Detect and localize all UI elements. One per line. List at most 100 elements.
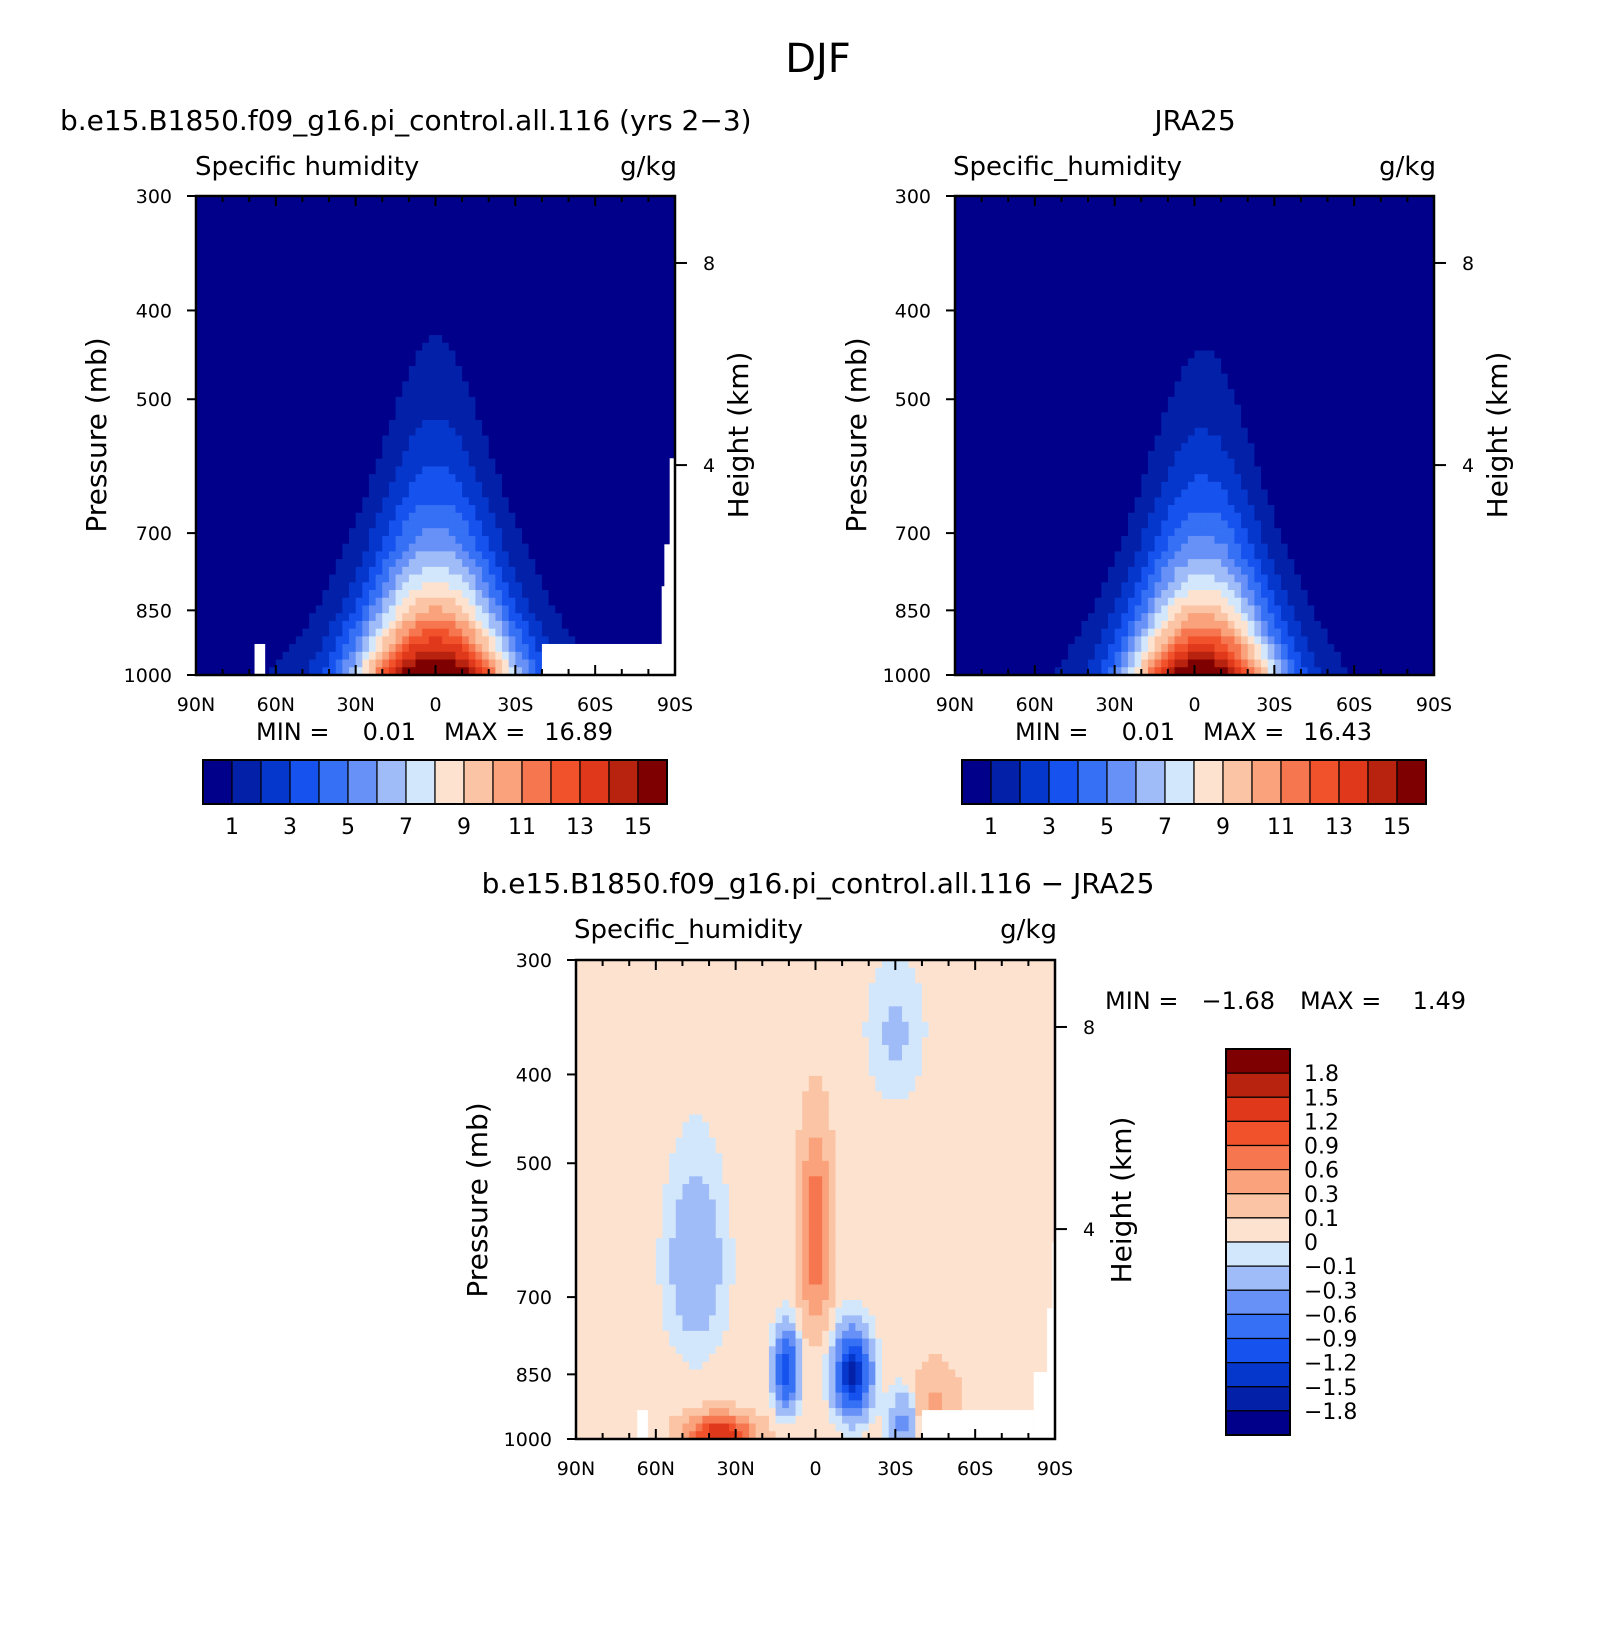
contour-cell xyxy=(295,211,304,220)
contour-cell xyxy=(595,636,603,645)
contour-cell xyxy=(355,559,363,568)
contour-cell xyxy=(541,535,550,545)
contour-cell xyxy=(395,605,403,614)
contour-cell xyxy=(601,280,610,290)
contour-cell xyxy=(262,242,270,251)
contour-cell xyxy=(621,396,630,406)
contour-cell xyxy=(269,304,277,313)
contour-cell xyxy=(282,613,290,622)
contour-cell xyxy=(1028,211,1036,220)
contour-cell xyxy=(641,250,649,259)
contour-cell xyxy=(382,620,390,630)
contour-cell xyxy=(428,590,437,599)
contour-cell xyxy=(222,196,230,205)
contour-cell xyxy=(322,636,330,645)
contour-cell xyxy=(608,512,616,522)
contour-cell xyxy=(388,489,397,498)
contour-cell xyxy=(661,535,669,545)
contour-cell xyxy=(415,242,423,251)
contour-cell xyxy=(482,203,490,213)
contour-cell xyxy=(555,597,563,607)
contour-cell xyxy=(442,458,450,468)
contour-cell xyxy=(428,296,437,305)
contour-cell xyxy=(235,597,244,607)
contour-cell xyxy=(555,196,563,205)
contour-cell xyxy=(608,373,616,383)
contour-cell xyxy=(402,450,410,460)
contour-cell xyxy=(329,288,337,298)
contour-cell xyxy=(1320,234,1329,243)
contour-cell xyxy=(581,528,590,537)
contour-cell xyxy=(202,265,210,274)
contour-cell xyxy=(528,265,536,274)
contour-cell xyxy=(502,582,510,591)
contour-cell xyxy=(1367,211,1375,220)
contour-cell xyxy=(1221,203,1229,213)
contour-cell xyxy=(355,250,363,259)
contour-cell xyxy=(202,226,210,236)
contour-cell xyxy=(508,389,516,398)
contour-cell xyxy=(402,435,410,444)
contour-cell xyxy=(482,497,490,506)
contour-cell xyxy=(395,466,403,475)
contour-cell xyxy=(1187,234,1196,243)
contour-cell xyxy=(375,250,383,259)
contour-cell xyxy=(289,273,297,282)
contour-cell xyxy=(521,520,530,529)
contour-cell xyxy=(488,559,496,568)
contour-cell xyxy=(275,644,284,653)
contour-cell xyxy=(315,489,323,498)
contour-cell xyxy=(455,651,463,661)
contour-cell xyxy=(455,304,463,313)
contour-cell xyxy=(395,651,403,661)
contour-cell xyxy=(515,497,523,506)
contour-cell xyxy=(368,543,377,552)
contour-cell xyxy=(588,365,596,375)
contour-cell xyxy=(255,458,264,468)
contour-cell xyxy=(515,566,523,576)
contour-cell xyxy=(235,311,244,321)
contour-cell xyxy=(235,450,244,460)
contour-cell xyxy=(635,304,643,313)
contour-cell xyxy=(528,605,536,614)
contour-cell xyxy=(408,435,417,444)
contour-cell xyxy=(1294,211,1302,220)
contour-cell xyxy=(349,226,357,236)
contour-cell xyxy=(468,257,477,267)
contour-cell xyxy=(302,319,310,328)
contour-cell xyxy=(635,636,643,645)
contour-cell xyxy=(581,574,590,583)
contour-cell xyxy=(488,396,496,406)
contour-cell xyxy=(648,620,656,630)
contour-cell xyxy=(1427,226,1435,236)
contour-cell xyxy=(422,489,430,498)
contour-cell xyxy=(482,512,490,522)
contour-cell xyxy=(515,559,523,568)
contour-cell xyxy=(388,335,397,344)
contour-cell xyxy=(209,505,217,514)
contour-cell xyxy=(295,651,304,661)
contour-cell xyxy=(289,404,297,413)
contour-cell xyxy=(628,505,636,514)
contour-cell xyxy=(635,481,643,491)
contour-cell xyxy=(595,327,603,336)
contour-cell xyxy=(229,404,237,413)
contour-cell xyxy=(462,234,470,243)
contour-cell xyxy=(295,288,304,298)
contour-cell xyxy=(388,265,397,274)
contour-cell xyxy=(595,311,603,321)
contour-cell xyxy=(375,234,383,243)
contour-cell xyxy=(468,350,477,359)
contour-cell xyxy=(422,257,430,267)
contour-cell xyxy=(608,636,616,645)
contour-cell xyxy=(462,304,470,313)
contour-cell xyxy=(235,381,244,390)
contour-cell xyxy=(1127,196,1136,205)
contour-cell xyxy=(535,651,543,661)
contour-cell xyxy=(1187,196,1196,205)
contour-cell xyxy=(422,296,430,305)
contour-cell xyxy=(555,365,563,375)
contour-cell xyxy=(482,528,490,537)
contour-cell xyxy=(235,466,244,475)
contour-cell xyxy=(1181,211,1189,220)
